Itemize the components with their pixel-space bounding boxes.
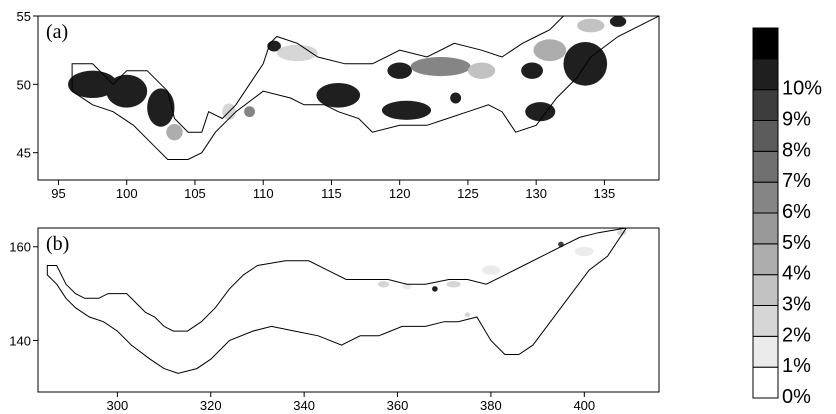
colorbar-block [752,335,779,368]
y-tick-label: 50 [17,77,31,92]
x-tick-label: 340 [293,398,315,413]
heatmap-cell [521,62,543,79]
heatmap-cell [244,106,256,118]
heatmap-cell [577,18,605,33]
colorbar-label: 9% [782,109,811,131]
y-tick-label: 55 [17,9,31,24]
colorbar-block [752,150,779,183]
plot-area [68,16,659,160]
heatmap-cell [432,286,438,292]
heatmap-cell [147,88,175,127]
colorbar-block [752,305,779,337]
colorbar-label: 0% [782,386,811,408]
panel-label: (a) [46,21,68,43]
y-tick-label: 160 [9,240,31,255]
heatmap-cell [166,123,183,141]
heatmap-cell [68,70,118,99]
x-tick-label: 380 [480,398,502,413]
x-tick-label: 125 [457,186,479,201]
x-tick-label: 100 [116,186,138,201]
axes-frame [37,15,660,181]
colorbar-label: 4% [782,263,811,285]
heatmap-cell [410,57,471,77]
colorbar-label: 1% [782,355,811,377]
axes-frame [37,227,660,393]
heatmap-cell [276,44,318,62]
colorbar-block [752,243,779,276]
y-tick-label: 140 [9,333,31,348]
heatmap-cell [574,246,594,257]
colorbar-block [752,89,779,121]
x-tick-label: 120 [389,186,411,201]
colorbar-label: 10% [782,78,822,100]
heatmap-cell [464,312,471,318]
x-tick-label: 105 [184,186,206,201]
colorbar-label: 6% [782,201,811,223]
heatmap-cell [402,283,412,290]
y-tick-label: 45 [17,146,31,161]
colorbar-label: 3% [782,294,811,316]
heatmap-cell [609,16,627,27]
colorbar-block [752,27,779,60]
colorbar: 0% 1% 2% 3% 4% 5% 6% 7% 8% 9% 10% [752,27,822,408]
colorbar-label: 2% [782,324,811,346]
heatmap-cell [467,62,496,79]
heatmap-cell [481,265,501,275]
heatmap-cell [525,102,556,122]
x-tick-label: 400 [573,398,595,413]
heatmap-cell [387,62,412,79]
heatmap-cell [316,82,361,108]
x-tick-label: 360 [387,398,409,413]
panel-label: (b) [46,233,69,255]
colorbar-block [752,212,779,245]
heatmap-cell [563,41,608,86]
x-tick-label: 320 [200,398,222,413]
colorbar-label: 8% [782,139,811,161]
x-tick-label: 130 [525,186,547,201]
colorbar-block [752,366,779,399]
colorbar-block [752,274,779,306]
heatmap-cell [106,74,148,108]
heatmap-cell [381,100,432,120]
x-tick-label: 95 [51,186,65,201]
x-tick-label: 300 [107,398,129,413]
panel-b: 300 320 340 360 380 400 140 160 (b) [9,227,660,413]
panel-a: 95 100 105 110 115 120 125 130 135 45 50 55 (a) [17,9,660,201]
x-tick-label: 115 [321,186,342,201]
x-tick-label: 110 [253,186,274,201]
plot-area [46,228,627,374]
domain-outline [71,16,659,160]
heatmap-cell [450,92,462,104]
colorbar-block [752,120,779,152]
colorbar-block [752,58,779,91]
heatmap-cell [533,39,567,62]
colorbar-label: 7% [782,170,811,192]
colorbar-label: 5% [782,232,811,254]
colorbar-block [752,181,779,214]
heatmap-cell [377,280,390,288]
domain-outline [46,228,627,374]
x-tick-label: 135 [594,186,616,201]
heatmap-cell [267,40,281,52]
heatmap-cell [446,280,461,288]
